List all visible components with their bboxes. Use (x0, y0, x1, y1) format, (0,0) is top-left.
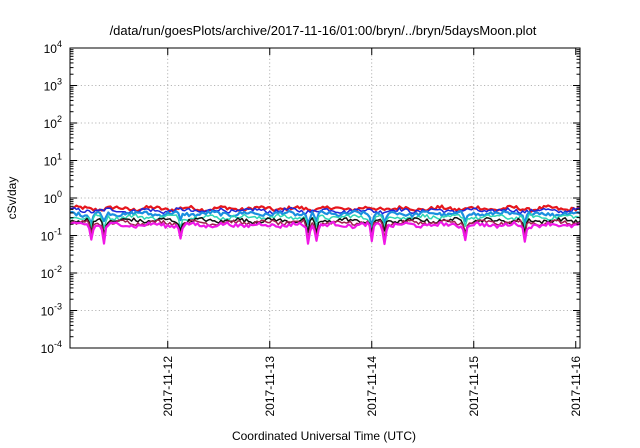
x-tick-labels: 2017-11-12 2017-11-13 2017-11-14 2017-11-15… (161, 356, 583, 417)
series-line (69, 213, 581, 232)
x-tick-label: 2017-11-16 (569, 356, 583, 417)
y-tick-label: 102 (44, 114, 62, 131)
y-tick-label: 10-2 (41, 264, 62, 281)
grid-lines (70, 48, 580, 348)
y-tick-label: 101 (44, 152, 62, 169)
series-line (69, 216, 581, 236)
series-line (69, 204, 581, 213)
y-tick-label: 104 (44, 39, 62, 56)
y-tick-label: 10-3 (41, 302, 62, 319)
x-axis-label: Coordinated Universal Time (UTC) (232, 429, 416, 443)
series-line (69, 220, 581, 246)
y-tick-label: 103 (44, 77, 62, 94)
x-tick-label: 2017-11-13 (263, 356, 277, 417)
y-tick-labels: 10-4 10-3 10-2 10-1 100 101 102 103 104 (41, 39, 62, 356)
y-tick-label: 10-4 (41, 339, 62, 356)
y-tick-label: 100 (44, 189, 62, 206)
y-axis-label: cSv/day (5, 177, 19, 220)
x-tick-label: 2017-11-14 (365, 356, 379, 417)
series-line (69, 209, 581, 228)
y-tick-label: 10-1 (41, 227, 62, 244)
x-tick-label: 2017-11-12 (161, 356, 175, 417)
x-tick-label: 2017-11-15 (467, 356, 481, 417)
data-series (69, 204, 581, 246)
axis-ticks (70, 47, 580, 349)
chart-title: /data/run/goesPlots/archive/2017-11-16/0… (110, 23, 537, 38)
